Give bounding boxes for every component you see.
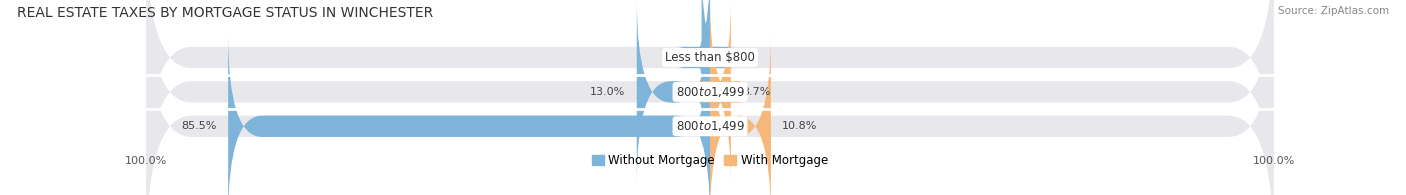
- FancyBboxPatch shape: [146, 0, 1274, 195]
- Text: 10.8%: 10.8%: [782, 121, 817, 131]
- FancyBboxPatch shape: [637, 0, 710, 184]
- FancyBboxPatch shape: [228, 34, 710, 195]
- Text: $800 to $1,499: $800 to $1,499: [675, 85, 745, 99]
- FancyBboxPatch shape: [146, 0, 1274, 195]
- FancyBboxPatch shape: [710, 34, 770, 195]
- Text: 85.5%: 85.5%: [181, 121, 217, 131]
- FancyBboxPatch shape: [697, 0, 744, 184]
- Text: Source: ZipAtlas.com: Source: ZipAtlas.com: [1278, 6, 1389, 16]
- Text: $800 to $1,499: $800 to $1,499: [675, 119, 745, 133]
- Text: REAL ESTATE TAXES BY MORTGAGE STATUS IN WINCHESTER: REAL ESTATE TAXES BY MORTGAGE STATUS IN …: [17, 6, 433, 20]
- Text: 13.0%: 13.0%: [591, 87, 626, 97]
- FancyBboxPatch shape: [676, 0, 735, 150]
- Text: 3.7%: 3.7%: [742, 87, 770, 97]
- Text: 1.5%: 1.5%: [662, 52, 690, 62]
- FancyBboxPatch shape: [146, 0, 1274, 184]
- Legend: Without Mortgage, With Mortgage: Without Mortgage, With Mortgage: [592, 154, 828, 167]
- Text: Less than $800: Less than $800: [665, 51, 755, 64]
- Text: 0.0%: 0.0%: [721, 52, 749, 62]
